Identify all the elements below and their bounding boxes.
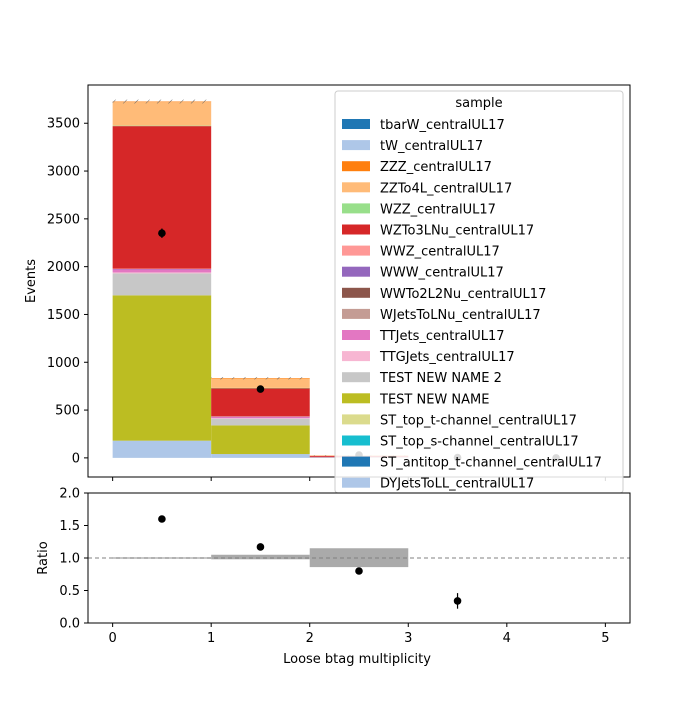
stack-bar-segment	[211, 416, 310, 418]
legend-swatch	[342, 477, 370, 488]
legend-entry-label: WJetsToLNu_centralUL17	[380, 308, 541, 323]
ratio-y-axis-label: Ratio	[36, 541, 51, 574]
ratio-point	[453, 597, 462, 605]
stack-bar-segment	[211, 454, 310, 458]
legend-title: sample	[455, 96, 502, 111]
stack-bar-segment	[112, 126, 212, 269]
stack-bar-segment	[211, 378, 310, 388]
legend-swatch	[342, 351, 370, 362]
legend-entry-label: WWZ_centralUL17	[380, 245, 500, 260]
legend-swatch	[342, 224, 370, 235]
y-tick-label: 1500	[47, 308, 80, 323]
stack-bar-segment	[211, 416, 310, 417]
legend-items: tbarW_centralUL17 tW_centralUL17 ZZZ_centr…	[342, 118, 602, 492]
legend-entry-label: ZZTo4L_centralUL17	[380, 181, 512, 196]
legend-swatch	[342, 245, 370, 256]
legend-entry-label: ST_top_t-channel_centralUL17	[380, 413, 577, 428]
ratio-y-tick-label: 1.0	[59, 552, 80, 567]
stack-bar-segment	[112, 272, 212, 274]
ratio-point	[355, 567, 363, 575]
x-tick-label: 2	[306, 631, 314, 646]
legend-entry-label: WZZ_centralUL17	[380, 202, 496, 217]
legend-swatch	[342, 414, 370, 425]
ratio-panel: 0.0 0.5 1.0 1.5 2.0 0 1 2 3 4 5 Ratio Loose btag …	[36, 487, 631, 667]
legend-entry-label: ST_antitop_t-channel_centralUL17	[380, 456, 602, 471]
stack-bar-segment	[211, 425, 310, 455]
legend-entry-label: tW_centralUL17	[380, 139, 483, 154]
stack-bar-segment	[112, 101, 212, 126]
ratio-point	[158, 515, 166, 523]
legend-swatch	[342, 203, 370, 214]
y-tick-label: 2000	[47, 260, 80, 275]
ratio-data-points	[158, 515, 462, 609]
legend-entry-label: tbarW_centralUL17	[380, 118, 505, 133]
y-tick-label: 3000	[47, 165, 80, 180]
stack-bar-segment	[112, 269, 212, 270]
legend-entry-label: ZZZ_centralUL17	[380, 160, 492, 175]
y-tick-label: 3500	[47, 117, 80, 132]
stack-bar-segment	[211, 418, 310, 426]
legend-entry-label: WZTo3LNu_centralUL17	[380, 224, 534, 239]
ratio-uncertainty-band	[309, 548, 409, 568]
legend: sample tbarW_centralUL17 tW_centralUL17 ZZ…	[334, 90, 624, 494]
legend-swatch	[342, 266, 370, 277]
legend-swatch	[342, 456, 370, 467]
uncertainty-hatch-box	[112, 99, 212, 104]
data-point	[158, 229, 166, 237]
uncertainty-hatch-box	[211, 377, 310, 380]
legend-entry-label: WWW_centralUL17	[380, 266, 504, 281]
main-y-ticks: 0 500 1000 1500 2000 2500 3000 3500	[47, 117, 88, 466]
data-point	[256, 385, 265, 393]
y-tick-label: 2500	[47, 212, 80, 227]
stack-bar-segment	[112, 295, 212, 441]
ratio-uncertainty-band	[211, 554, 310, 560]
main-y-axis-label: Events	[24, 259, 39, 303]
ratio-y-tick-label: 2.0	[59, 487, 80, 502]
legend-entry-label: ST_top_s-channel_centralUL17	[380, 435, 579, 450]
x-tick-label: 1	[207, 631, 215, 646]
ratio-y-tick-label: 1.5	[59, 519, 80, 534]
x-tick-label: 3	[404, 631, 412, 646]
stack-bar-segment	[112, 440, 212, 458]
y-tick-label: 0	[72, 451, 80, 466]
legend-swatch	[342, 372, 370, 383]
stack-bar-segment	[211, 418, 310, 419]
legend-swatch	[342, 308, 370, 319]
legend-entry-label: TTJets_centralUL17	[379, 329, 505, 344]
legend-swatch	[342, 435, 370, 446]
ratio-y-tick-label: 0.0	[59, 617, 80, 632]
y-tick-label: 1000	[47, 356, 80, 371]
y-tick-label: 500	[55, 404, 80, 419]
legend-entry-label: DYJetsToLL_centralUL17	[380, 477, 534, 492]
legend-swatch	[342, 140, 370, 151]
stack-bar-segment	[112, 273, 212, 296]
stack-bar-segment	[112, 268, 212, 270]
main-panel: 0 500 1000 1500 2000 2500 3000 3500 Events samp…	[24, 84, 631, 494]
ratio-point	[256, 543, 265, 551]
legend-entry-label: WWTo2L2Nu_centralUL17	[380, 287, 546, 302]
legend-entry-label: TEST NEW NAME	[379, 392, 489, 407]
ratio-y-tick-label: 0.5	[59, 584, 80, 599]
x-tick-label: 5	[601, 631, 609, 646]
legend-swatch	[342, 393, 370, 404]
legend-entry-label: TEST NEW NAME 2	[379, 371, 502, 386]
x-tick-label: 4	[503, 631, 511, 646]
legend-swatch	[342, 182, 370, 193]
x-tick-label: 0	[108, 631, 116, 646]
stack-bar-segment	[112, 269, 212, 273]
main-stack-bars	[112, 101, 409, 458]
legend-swatch	[342, 161, 370, 172]
legend-swatch	[342, 287, 370, 298]
legend-entry-label: TTGJets_centralUL17	[379, 350, 515, 365]
ratio-y-ticks: 0.0 0.5 1.0 1.5 2.0	[59, 487, 88, 632]
ratio-plot-frame	[87, 492, 631, 624]
ratio-x-ticks: 0 1 2 3 4 5	[108, 623, 610, 646]
x-axis-label: Loose btag multiplicity	[283, 652, 431, 667]
stack-bar-segment	[112, 125, 212, 127]
legend-swatch	[342, 119, 370, 129]
stack-bar-segment	[211, 416, 310, 419]
legend-swatch	[342, 330, 370, 340]
